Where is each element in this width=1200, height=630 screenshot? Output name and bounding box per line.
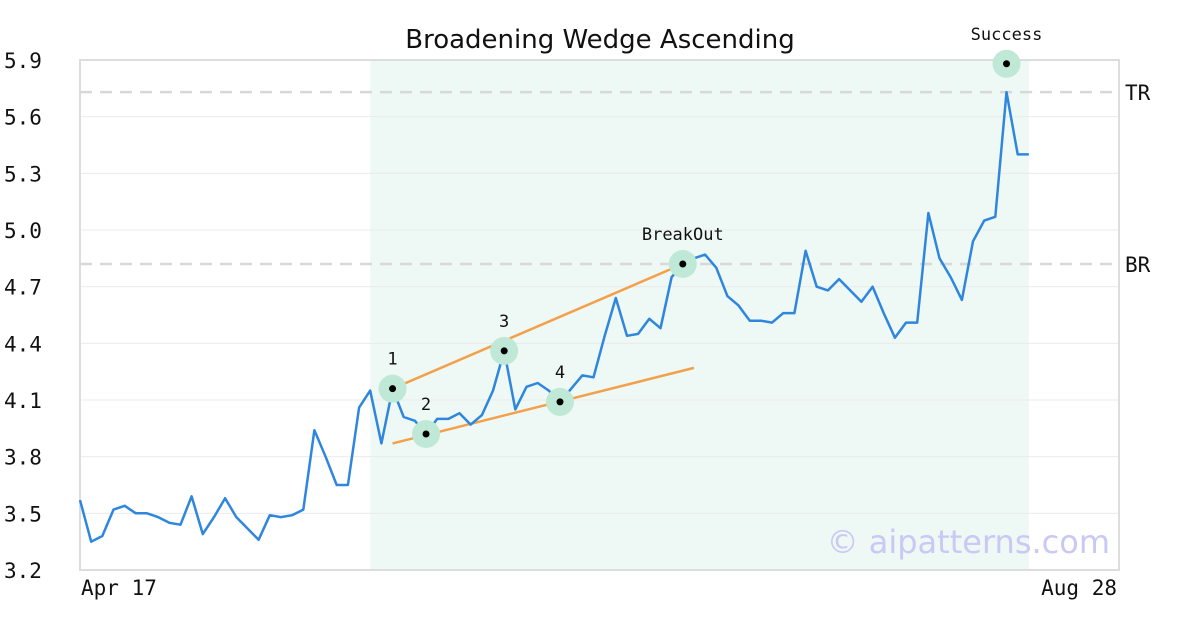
trendline	[392, 366, 695, 445]
watermark: © aipatterns.com	[827, 523, 1110, 561]
y-tick-label: 5.0	[4, 219, 42, 243]
markers-layer: 1 2 3 4 BreakOut Success	[378, 25, 1043, 448]
marker-dot	[1003, 60, 1011, 68]
x-tick-label: Apr 17	[81, 576, 157, 600]
y-tick-label: 5.3	[4, 162, 42, 186]
level-label: BR	[1125, 253, 1151, 277]
annotation-label: 4	[555, 363, 565, 383]
level-label: TR	[1125, 81, 1151, 105]
trendline	[392, 262, 684, 390]
trendlines-layer	[392, 262, 695, 445]
highlight-region-layer	[370, 60, 1029, 570]
marker-dot	[389, 385, 397, 393]
marker-dot	[556, 398, 564, 406]
annotation-label: Success	[971, 25, 1043, 45]
annotation-label: BreakOut	[642, 225, 724, 245]
y-tick-labels: 5.9 5.6 5.3 5.0 4.7 4.4 4.1 3.8 3.5 3.2	[4, 49, 42, 583]
y-tick-label: 5.9	[4, 49, 42, 73]
plot-frame	[79, 59, 1120, 571]
annotation-label: 1	[387, 350, 397, 370]
level-lines-layer: TR BR	[80, 81, 1151, 277]
marker-dot	[422, 430, 430, 438]
annotation-label: 2	[421, 395, 431, 415]
y-tick-label: 3.5	[4, 502, 42, 526]
y-tick-label: 4.4	[4, 332, 42, 356]
y-tick-label: 3.2	[4, 559, 42, 583]
y-tick-label: 4.7	[4, 276, 42, 300]
marker-dot	[500, 347, 508, 355]
x-tick-label: Aug 28	[1041, 576, 1117, 600]
y-tick-label: 5.6	[4, 106, 42, 130]
y-tick-label: 4.1	[4, 389, 42, 413]
chart-title: Broadening Wedge Ascending	[405, 25, 795, 55]
highlight-region	[370, 60, 1029, 570]
annotation-label: 3	[499, 312, 509, 332]
marker-dot	[679, 260, 687, 268]
x-tick-labels: Apr 17 Aug 28	[81, 576, 1117, 600]
y-tick-label: 3.8	[4, 446, 42, 470]
